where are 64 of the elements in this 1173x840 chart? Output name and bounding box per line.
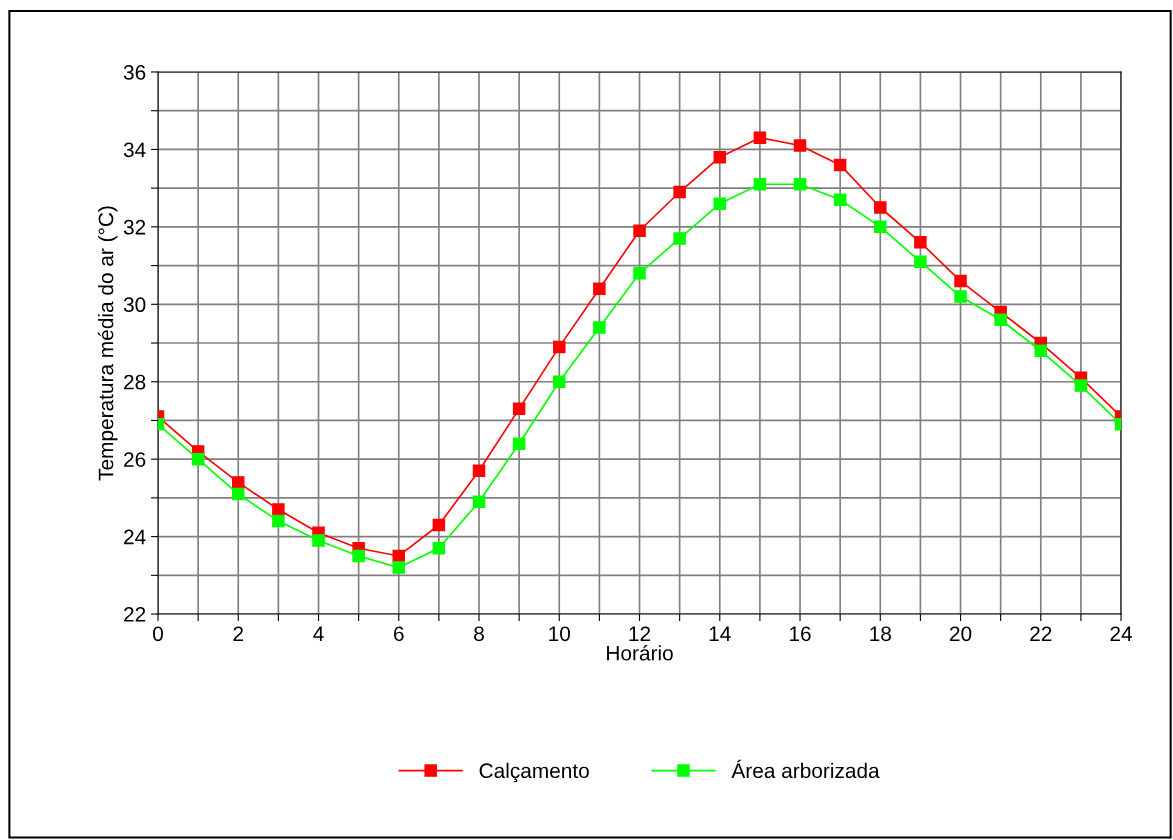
x-tick-label: 6: [394, 626, 404, 642]
y-tick-label: 36: [123, 64, 146, 80]
point: [232, 487, 245, 501]
point: [793, 178, 807, 191]
point: [392, 561, 406, 574]
x-tick-label: 2: [233, 626, 243, 641]
point: [593, 321, 606, 334]
point: [1074, 379, 1088, 392]
y-axis-title: Temperatura média do ar (°C): [97, 206, 118, 481]
point: [312, 534, 325, 547]
point: [633, 267, 646, 280]
point: [713, 197, 727, 210]
point: [1034, 344, 1048, 358]
x-tick-label: 24: [1110, 626, 1133, 641]
point: [272, 514, 285, 528]
point: [874, 220, 887, 234]
point: [633, 224, 646, 237]
point: [272, 503, 285, 516]
point: [793, 139, 807, 152]
point: [432, 541, 446, 555]
point: [673, 185, 686, 199]
y-tick-label: 26: [124, 452, 146, 467]
x-tick-label: 12: [629, 626, 651, 641]
point: [553, 340, 566, 354]
point: [954, 290, 967, 303]
y-tick-label: 30: [123, 297, 146, 313]
point: [553, 375, 566, 388]
point: [673, 232, 686, 245]
x-tick-label: 18: [870, 626, 891, 642]
y-tick-label: 24: [124, 529, 146, 545]
point: [472, 495, 486, 509]
point: [954, 274, 967, 288]
x-tick-label: 22: [1030, 626, 1052, 641]
y-tick-label: 28: [124, 374, 146, 390]
point: [833, 193, 847, 207]
point: [232, 476, 245, 489]
y-tick-label: 32: [123, 219, 146, 235]
x-tick-label: 20: [949, 626, 972, 642]
point: [713, 150, 727, 164]
point: [593, 282, 606, 296]
legend-label: Área arborizada: [731, 759, 880, 779]
x-tick-label: 0: [153, 626, 163, 642]
point: [753, 131, 767, 145]
point: [914, 255, 927, 268]
x-tick-label: 10: [549, 626, 571, 642]
point: [432, 518, 446, 532]
x-axis-title: Horário: [607, 645, 673, 661]
point: [874, 201, 887, 214]
y-tick-label: 22: [124, 607, 146, 622]
point: [512, 437, 526, 450]
point: [191, 452, 205, 466]
point: [472, 464, 486, 478]
point: [914, 236, 927, 249]
point: [352, 549, 365, 563]
x-tick-label: 16: [790, 626, 811, 642]
point: [833, 158, 847, 172]
x-tick-label: 14: [709, 626, 731, 641]
legend-label: Calçamento: [479, 762, 589, 783]
x-tick-label: 8: [474, 626, 484, 642]
point: [512, 402, 526, 416]
x-tick-label: 4: [313, 626, 324, 641]
point: [994, 313, 1007, 327]
point: [753, 178, 767, 191]
y-tick-label: 34: [123, 142, 146, 158]
